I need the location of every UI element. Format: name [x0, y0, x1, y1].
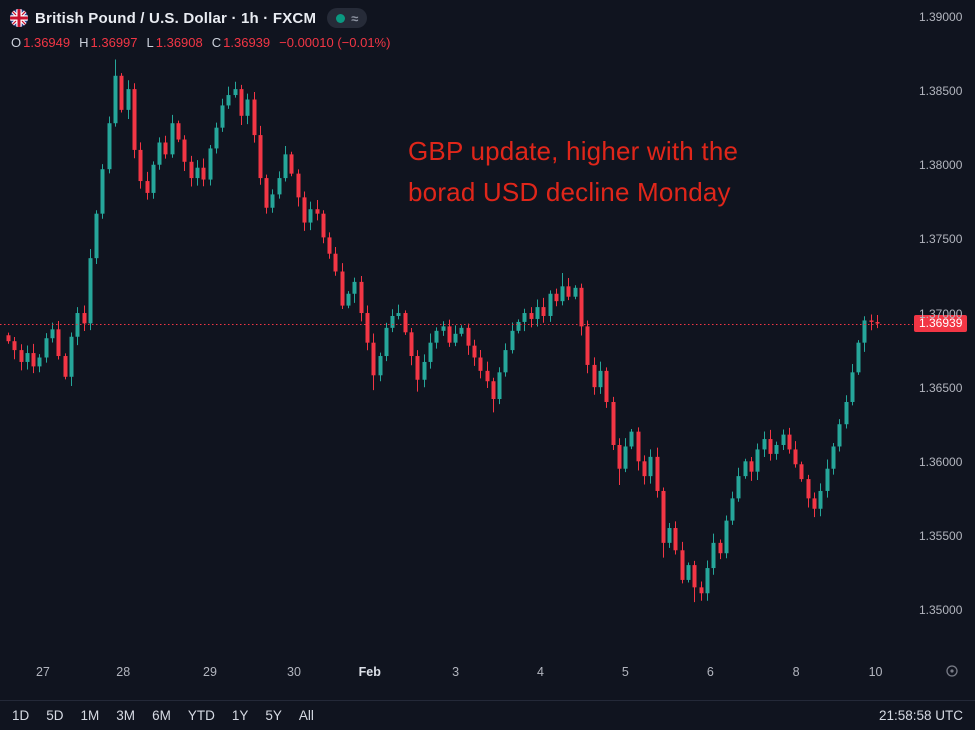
range-button-5d[interactable]: 5D — [46, 708, 64, 723]
gbp-flag-icon — [10, 9, 28, 27]
time-axis-label: 10 — [868, 665, 883, 679]
price-tick: 1.38000 — [919, 158, 963, 173]
range-button-ytd[interactable]: YTD — [187, 708, 215, 723]
price-tick: 1.36000 — [919, 454, 963, 469]
open-label: O — [11, 35, 22, 50]
time-axis-label: 6 — [706, 665, 714, 679]
time-axis-label: Feb — [358, 665, 381, 679]
open-value: 1.36949 — [23, 35, 71, 50]
price-tick: 1.38500 — [919, 84, 963, 99]
price-tick: 1.35000 — [919, 603, 963, 618]
price-tick: 1.35500 — [919, 528, 963, 543]
range-button-all[interactable]: All — [298, 708, 314, 723]
chart-header: British Pound / U.S. Dollar · 1h · FXCM … — [10, 8, 390, 50]
ohlc-readout: O 1.36949 H 1.36997 L 1.36908 C 1.36939 −0.0… — [10, 35, 390, 50]
price-tick: 1.37000 — [919, 306, 963, 321]
low-label: L — [146, 35, 154, 50]
price-tick: 1.37500 — [919, 232, 963, 247]
market-open-dot-icon — [336, 13, 346, 23]
time-axis-label: 4 — [537, 665, 544, 679]
close-value: 1.36939 — [223, 35, 271, 50]
price-tick: 1.39000 — [919, 9, 963, 24]
time-axis-label: 5 — [621, 665, 629, 679]
time-axis-label: 27 — [35, 665, 50, 679]
time-axis-label: 29 — [203, 665, 217, 679]
delayed-data-icon: ≈ — [351, 10, 359, 26]
market-status-pill[interactable]: ≈ — [327, 8, 368, 28]
bottom-toolbar: 1D 5D 1M 3M 6M YTD 1Y 5Y All 21:58:58 UTC — [0, 700, 975, 730]
current-price-tag: 1.36939 — [914, 314, 968, 332]
range-button-5y[interactable]: 5Y — [265, 708, 282, 723]
time-axis-label: 30 — [287, 665, 301, 679]
time-axis-label: 8 — [792, 665, 800, 679]
utc-clock[interactable]: 21:58:58 UTC — [878, 708, 963, 723]
time-axis[interactable]: 27 28 29 30 Feb 3 4 5 6 8 10 — [0, 660, 913, 700]
scale-settings-icon[interactable] — [945, 664, 959, 678]
range-button-1d[interactable]: 1D — [12, 708, 30, 723]
annotation-line1: GBP update, higher with the — [408, 136, 739, 166]
range-button-3m[interactable]: 3M — [116, 708, 136, 723]
high-label: H — [79, 35, 89, 50]
chart-text-annotation[interactable]: GBP update, higher with the borad USD de… — [408, 131, 738, 213]
time-axis-label: 28 — [116, 665, 131, 679]
price-tick: 1.36500 — [919, 380, 963, 395]
symbol-title-row: British Pound / U.S. Dollar · 1h · FXCM … — [10, 8, 390, 28]
change-value: −0.00010 (−0.01%) — [279, 35, 391, 50]
price-axis[interactable]: 1.36939 1.39000 1.38500 1.38000 1.37500 1.37… — [913, 0, 975, 700]
symbol-title[interactable]: British Pound / U.S. Dollar · 1h · FXCM — [35, 9, 317, 27]
range-button-1y[interactable]: 1Y — [231, 708, 249, 723]
range-button-6m[interactable]: 6M — [152, 708, 171, 723]
axis-corner — [945, 664, 959, 683]
time-axis-label: 3 — [452, 665, 460, 679]
annotation-line2: borad USD decline Monday — [408, 177, 731, 208]
low-value: 1.36908 — [155, 35, 203, 50]
close-label: C — [211, 35, 222, 50]
price-chart-canvas[interactable] — [0, 0, 913, 700]
range-selector: 1D 5D 1M 3M 6M YTD 1Y 5Y All — [12, 708, 314, 723]
range-button-1m[interactable]: 1M — [80, 708, 100, 723]
high-value: 1.36997 — [90, 35, 138, 50]
